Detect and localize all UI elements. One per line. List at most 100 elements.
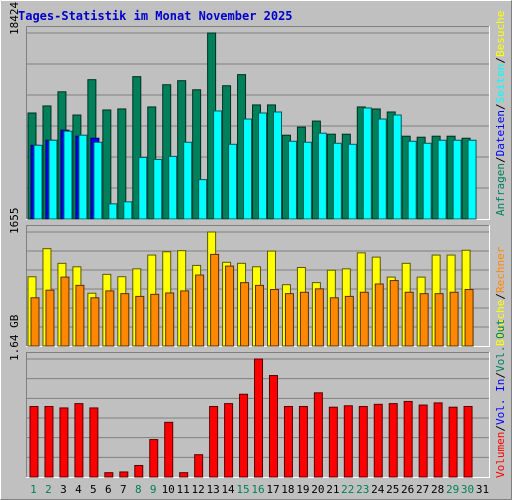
bar-volumen [29, 405, 39, 478]
bar-volumen [134, 464, 144, 478]
bar-volumen [328, 406, 338, 478]
bar-rechner [344, 295, 354, 347]
bar-rechner [464, 289, 474, 347]
y-tick-label: 1.64 GB [8, 314, 21, 361]
bar-volumen [209, 405, 219, 478]
bar-volumen [343, 405, 353, 478]
x-tick-label: 2 [45, 483, 52, 496]
bar-rechner [404, 291, 414, 347]
bar-anfragen [117, 108, 127, 220]
x-tick-label: 11 [177, 483, 190, 496]
bar-seiten [183, 141, 193, 220]
x-tick-label: 21 [326, 483, 339, 496]
legend-entry: Rechner [494, 246, 507, 293]
bar-volumen [74, 403, 84, 478]
x-tick-label: 16 [251, 483, 264, 496]
bar-rechner [60, 276, 70, 347]
bar-anfragen [132, 76, 142, 220]
bar-seiten [33, 144, 43, 220]
legend-separator: / [494, 372, 507, 379]
legend-separator: / [494, 103, 507, 110]
bar-seiten [123, 201, 133, 220]
x-tick-label: 7 [120, 483, 127, 496]
bar-seiten [168, 155, 178, 220]
x-tick-label: 10 [162, 483, 175, 496]
x-tick-label: 1 [30, 483, 37, 496]
legend-separator: / [494, 425, 507, 432]
bar-rechner [374, 283, 384, 347]
bar-volumen [298, 405, 308, 478]
bar-volumen [373, 403, 383, 478]
bar-rechner [329, 297, 339, 347]
day-labels: 1 2 3 4 5 6 7 8 9 10 11 12 13 14 15 16 17 18 19 20 21 22 23 24 2… [30, 483, 489, 496]
bar-volumen [119, 471, 129, 478]
x-tick-label: 4 [75, 483, 82, 496]
bar-seiten [63, 130, 73, 220]
bar-volumen [463, 405, 473, 478]
bar-rechner [449, 291, 459, 347]
bar-seiten [258, 112, 268, 220]
bar-seiten [437, 139, 447, 220]
bar-seiten [93, 141, 103, 220]
bar-rechner [120, 293, 130, 347]
bar-volumen [224, 403, 234, 478]
bar-rechner [165, 292, 175, 347]
x-tick-label: 15 [236, 483, 249, 496]
bar-rechner [284, 293, 294, 347]
bar-volumen [268, 375, 278, 478]
x-tick-label: 12 [192, 483, 205, 496]
bar-seiten [362, 107, 372, 220]
y-tick-label: 1655 [8, 208, 21, 235]
x-tick-label: 20 [311, 483, 324, 496]
bar-anfragen [162, 84, 172, 220]
bar-seiten [48, 139, 58, 220]
bar-seiten [198, 179, 208, 220]
legend-separator: / [494, 156, 507, 163]
x-tick-label: 9 [150, 483, 157, 496]
legend-entry: Seiten [494, 64, 507, 104]
bar-volumen [164, 421, 174, 478]
bar-volumen [149, 439, 159, 478]
x-tick-label: 3 [60, 483, 67, 496]
bar-seiten [228, 143, 238, 220]
bar-anfragen [102, 109, 112, 220]
legend-entry: Dateien [494, 110, 507, 156]
panel-2: 1655 [8, 208, 490, 347]
bar-rechner [75, 284, 85, 347]
legend-entry: Vol. In [494, 379, 507, 425]
bar-rechner [240, 282, 250, 347]
bar-rechner [135, 295, 145, 347]
bar-rechner [150, 293, 160, 347]
panel-1: 18424 [8, 2, 490, 220]
x-tick-label: 31 [476, 483, 489, 496]
x-tick-label: 6 [105, 483, 112, 496]
panels: 18424 1655 1.64 GB [8, 2, 490, 478]
bar-seiten [108, 203, 118, 220]
bar-seiten [213, 110, 223, 220]
bar-seiten [138, 156, 148, 220]
bar-seiten [377, 118, 387, 220]
bar-seiten [347, 143, 357, 220]
bar-volumen [104, 472, 114, 478]
bar-seiten [392, 114, 402, 220]
bar-seiten [317, 132, 327, 220]
legend-separator: / [494, 293, 507, 300]
legend-3: Volumen/Vol. In/Vol. Out [494, 319, 507, 478]
bar-volumen [433, 402, 443, 478]
bar-rechner [255, 284, 265, 347]
bar-rechner [90, 297, 100, 347]
bar-rechner [359, 291, 369, 347]
bar-rechner [225, 265, 235, 347]
bar-seiten [407, 140, 417, 220]
bar-volumen [194, 454, 204, 478]
bar-volumen [403, 400, 413, 478]
x-tick-label: 27 [416, 483, 429, 496]
x-tick-label: 24 [371, 483, 385, 496]
bar-volumen [388, 403, 398, 478]
bar-rechner [30, 297, 40, 347]
bar-seiten [243, 118, 253, 220]
x-tick-label: 13 [206, 483, 219, 496]
x-tick-label: 14 [221, 483, 235, 496]
panel-3: 1.64 GB [8, 314, 490, 478]
legend-2: Besuche/Rechner [494, 246, 507, 346]
